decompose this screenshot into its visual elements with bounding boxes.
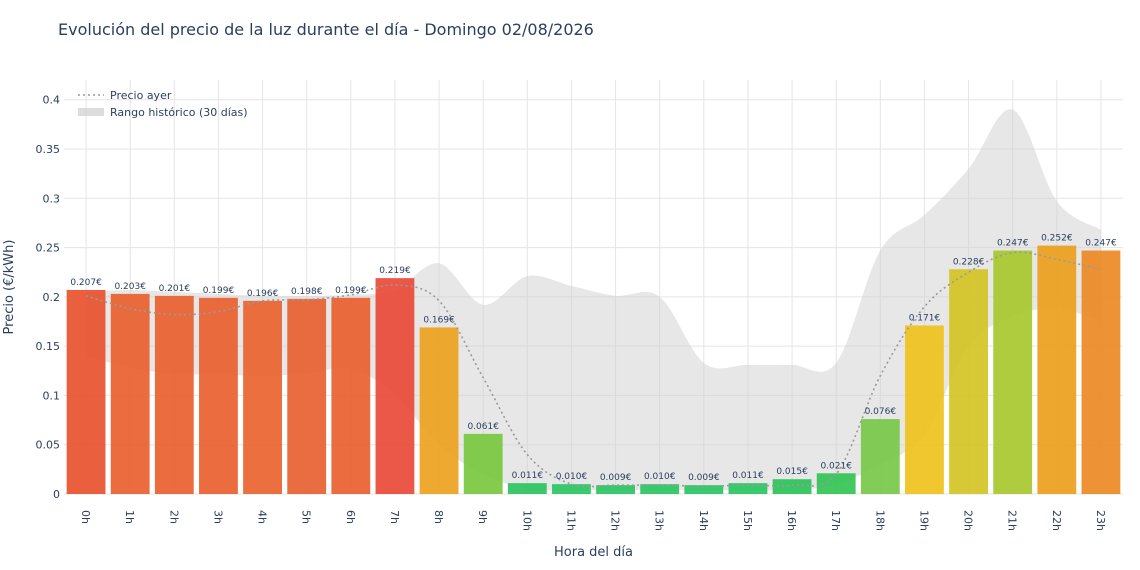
price-bar[interactable] (199, 297, 238, 494)
bar-value-label: 0.011€ (512, 471, 544, 481)
x-tick-label: 21h (1006, 510, 1019, 531)
x-tick-label: 22h (1050, 510, 1063, 531)
bar-value-label: 0.203€ (114, 282, 146, 292)
price-bar[interactable] (287, 298, 327, 494)
y-tick-label: 0.25 (36, 242, 61, 255)
x-tick-label: 16h (785, 510, 798, 531)
legend-label-yesterday[interactable]: Precio ayer (110, 89, 172, 102)
price-bar[interactable] (110, 293, 150, 494)
price-bar[interactable] (993, 250, 1033, 494)
x-tick-label: 9h (476, 510, 489, 524)
bar-value-labels: 0.207€ 0.203€ 0.201€ 0.199€ 0.196€ 0.198€ 0.19… (70, 234, 1117, 484)
x-tick-label: 11h (564, 510, 577, 531)
x-tick-label: 3h (211, 510, 224, 524)
y-tick-label: 0.1 (43, 389, 61, 402)
x-tick-label: 5h (300, 510, 313, 524)
price-bar[interactable] (905, 325, 944, 494)
bar-value-label: 0.201€ (159, 284, 191, 294)
bar-value-label: 0.207€ (70, 278, 102, 288)
price-bar[interactable] (1081, 250, 1121, 494)
x-tick-label: 10h (520, 510, 533, 531)
price-bar[interactable] (154, 295, 194, 494)
y-tick-label: 0 (53, 488, 60, 501)
x-axis-title: Hora del día (554, 545, 633, 560)
bar-value-label: 0.009€ (688, 473, 720, 483)
bar-value-label: 0.015€ (776, 467, 808, 477)
bar-value-label: 0.010€ (644, 472, 676, 482)
x-tick-label: 4h (256, 510, 269, 524)
price-bars (66, 245, 1121, 494)
price-bar[interactable] (860, 419, 900, 494)
bar-value-label: 0.219€ (379, 266, 411, 276)
price-bar[interactable] (66, 289, 106, 494)
bar-value-label: 0.076€ (865, 407, 897, 417)
x-tick-label: 17h (829, 510, 842, 531)
x-tick-label: 7h (388, 510, 401, 524)
bar-value-label: 0.247€ (997, 239, 1029, 249)
legend-label-historic[interactable]: Rango histórico (30 días) (110, 106, 248, 119)
price-bar[interactable] (816, 473, 856, 494)
historic-range-area (86, 109, 1101, 491)
price-bar[interactable] (772, 479, 812, 494)
y-tick-label: 0.15 (36, 340, 61, 353)
yesterday-line (85, 251, 1102, 488)
price-bar[interactable] (1037, 245, 1077, 494)
price-bar[interactable] (507, 483, 547, 494)
bar-value-label: 0.198€ (291, 287, 323, 297)
historic-range-band (86, 109, 1101, 491)
x-tick-label: 23h (1094, 510, 1107, 531)
bar-value-label: 0.169€ (423, 315, 455, 325)
bar-value-label: 0.010€ (556, 472, 588, 482)
x-tick-label: 2h (167, 510, 180, 524)
bar-value-label: 0.199€ (335, 286, 367, 296)
price-bar[interactable] (419, 327, 459, 494)
price-bar[interactable] (640, 484, 680, 494)
yesterday-price-line (85, 251, 1102, 488)
price-bar[interactable] (684, 485, 724, 494)
bar-value-label: 0.199€ (203, 286, 235, 296)
x-tick-label: 13h (653, 510, 666, 531)
axes: 0 0.05 0.1 0.15 0.2 0.25 0.3 0.35 0.4 0h 1h 2h 3h 4h 5… (2, 94, 1107, 560)
x-tick-label: 14h (697, 510, 710, 531)
y-tick-label: 0.2 (43, 291, 61, 304)
bar-value-label: 0.011€ (732, 471, 764, 481)
price-bar[interactable] (243, 300, 282, 494)
bar-value-label: 0.196€ (247, 289, 279, 299)
price-bar[interactable] (463, 433, 503, 494)
price-bar[interactable] (331, 297, 371, 494)
legend-swatch-historic[interactable] (78, 108, 104, 116)
y-tick-label: 0.4 (43, 94, 61, 107)
y-tick-label: 0.05 (36, 439, 61, 452)
bar-value-label: 0.228€ (953, 257, 985, 267)
bar-value-label: 0.247€ (1085, 239, 1117, 249)
bar-value-label: 0.009€ (600, 473, 632, 483)
y-tick-label: 0.3 (43, 192, 61, 205)
chart-legend[interactable]: Precio ayer Rango histórico (30 días) (78, 89, 248, 119)
x-tick-label: 8h (432, 510, 445, 524)
x-tick-label: 1h (123, 510, 136, 524)
x-tick-label: 0h (79, 510, 92, 524)
x-tick-label: 6h (344, 510, 357, 524)
price-bar[interactable] (552, 484, 591, 494)
bar-value-label: 0.171€ (909, 313, 941, 323)
price-bar[interactable] (596, 485, 635, 494)
x-tick-label: 20h (962, 510, 975, 531)
price-bar[interactable] (949, 269, 988, 494)
y-axis-title: Precio (€/kWh) (2, 240, 17, 335)
y-tick-label: 0.35 (36, 143, 61, 156)
bar-value-label: 0.021€ (820, 461, 852, 471)
chart-title: Evolución del precio de la luz durante e… (58, 20, 594, 39)
x-tick-label: 19h (917, 510, 930, 531)
x-tick-label: 18h (873, 510, 886, 531)
x-tick-label: 12h (609, 510, 622, 531)
price-bar[interactable] (375, 278, 415, 494)
x-tick-label: 15h (741, 510, 754, 531)
bar-value-label: 0.061€ (467, 422, 499, 432)
bar-value-label: 0.252€ (1041, 234, 1073, 244)
price-bar[interactable] (728, 483, 768, 494)
